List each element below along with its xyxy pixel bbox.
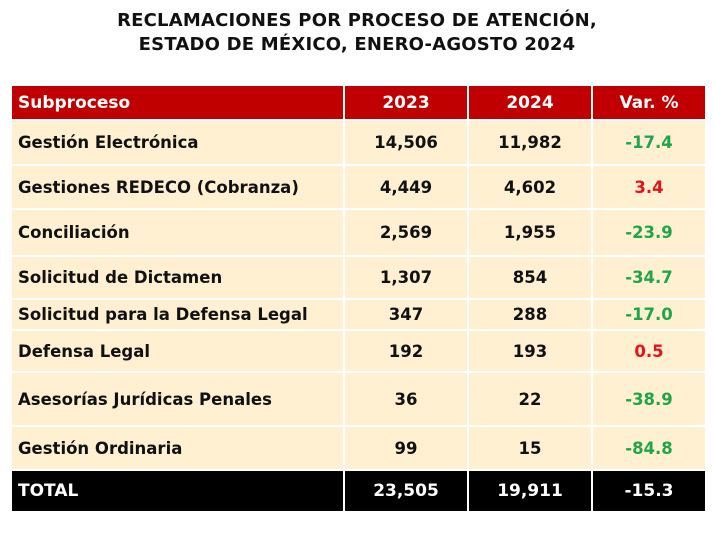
subproceso-cell: Asesorías Jurídicas Penales: [12, 371, 345, 427]
column-header-subproceso: Subproceso: [12, 86, 345, 121]
variation-cell: -38.9: [591, 371, 705, 427]
value-2024-cell: 4,602: [467, 164, 593, 210]
title-line-1: RECLAMACIONES POR PROCESO DE ATENCIÓN,: [117, 10, 597, 31]
variation-cell: 0.5: [591, 329, 705, 373]
subproceso-cell: Gestiones REDECO (Cobranza): [12, 164, 345, 210]
table-row: Gestión Ordinaria 99 15 -84.8: [12, 425, 705, 471]
table-row: Solicitud de Dictamen 1,307 854 -34.7: [12, 255, 705, 300]
subproceso-cell: Gestión Ordinaria: [12, 425, 345, 471]
value-2023-cell: 2,569: [343, 208, 469, 257]
total-2024-cell: 19,911: [467, 469, 593, 511]
variation-cell: -84.8: [591, 425, 705, 471]
variation-cell: -17.0: [591, 298, 705, 331]
total-variation-cell: -15.3: [591, 469, 705, 511]
value-2023-cell: 14,506: [343, 119, 469, 166]
value-2024-cell: 288: [467, 298, 593, 331]
table-row: Gestiones REDECO (Cobranza) 4,449 4,602 …: [12, 164, 705, 210]
value-2023-cell: 192: [343, 329, 469, 373]
total-2023-cell: 23,505: [343, 469, 469, 511]
variation-cell: -17.4: [591, 119, 705, 166]
column-header-2023: 2023: [343, 86, 469, 121]
table-row: Solicitud para la Defensa Legal 347 288 …: [12, 298, 705, 331]
table-row: Defensa Legal 192 193 0.5: [12, 329, 705, 373]
value-2024-cell: 15: [467, 425, 593, 471]
value-2023-cell: 99: [343, 425, 469, 471]
value-2024-cell: 22: [467, 371, 593, 427]
table-row: Conciliación 2,569 1,955 -23.9: [12, 208, 705, 257]
claims-table: Subproceso 2023 2024 Var. % Gestión Elec…: [12, 86, 705, 511]
value-2024-cell: 1,955: [467, 208, 593, 257]
value-2024-cell: 854: [467, 255, 593, 300]
total-label: TOTAL: [12, 469, 345, 511]
value-2023-cell: 1,307: [343, 255, 469, 300]
variation-cell: -23.9: [591, 208, 705, 257]
column-header-var: Var. %: [591, 86, 705, 121]
title-line-2: ESTADO DE MÉXICO, ENERO-AGOSTO 2024: [138, 34, 576, 55]
table-row: Asesorías Jurídicas Penales 36 22 -38.9: [12, 371, 705, 427]
variation-cell: -34.7: [591, 255, 705, 300]
subproceso-cell: Defensa Legal: [12, 329, 345, 373]
column-header-2024: 2024: [467, 86, 593, 121]
value-2023-cell: 347: [343, 298, 469, 331]
subproceso-cell: Gestión Electrónica: [12, 119, 345, 166]
variation-cell: 3.4: [591, 164, 705, 210]
subproceso-cell: Solicitud de Dictamen: [12, 255, 345, 300]
subproceso-cell: Solicitud para la Defensa Legal: [12, 298, 345, 331]
total-row: TOTAL 23,505 19,911 -15.3: [12, 469, 705, 511]
value-2024-cell: 11,982: [467, 119, 593, 166]
subproceso-cell: Conciliación: [12, 208, 345, 257]
header-row: Subproceso 2023 2024 Var. %: [12, 86, 705, 121]
value-2023-cell: 36: [343, 371, 469, 427]
value-2024-cell: 193: [467, 329, 593, 373]
value-2023-cell: 4,449: [343, 164, 469, 210]
table-title: RECLAMACIONES POR PROCESO DE ATENCIÓN, E…: [0, 9, 714, 57]
table-row: Gestión Electrónica 14,506 11,982 -17.4: [12, 119, 705, 166]
